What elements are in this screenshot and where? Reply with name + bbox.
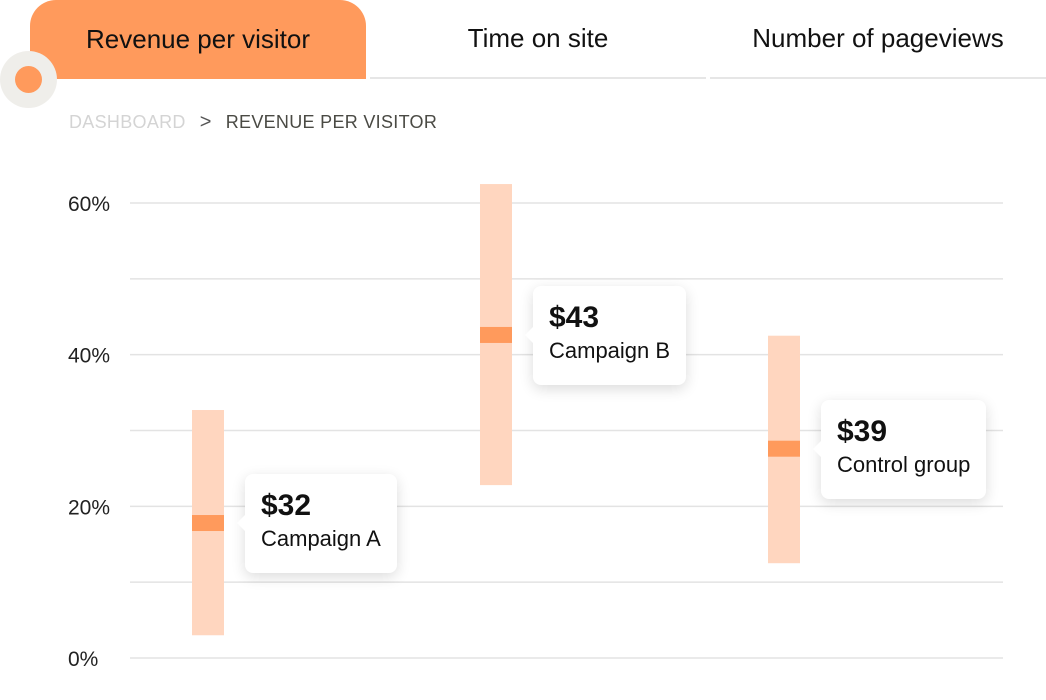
- tooltip-value: $32: [261, 489, 312, 523]
- tooltip-series-name: Campaign B: [549, 337, 671, 363]
- breadcrumb-current: REVENUE PER VISITOR: [225, 112, 438, 132]
- breadcrumb: DASHBOARD > REVENUE PER VISITOR: [69, 111, 437, 134]
- chevron-right-icon: >: [199, 111, 212, 133]
- y-tick-label: 60%: [68, 193, 110, 216]
- tooltip-series-name: Campaign A: [261, 526, 381, 552]
- breadcrumb-dashboard[interactable]: DASHBOARD: [69, 112, 186, 132]
- tooltip-series-name: Control group: [837, 451, 971, 477]
- median-marker: [480, 326, 512, 343]
- tooltip-value: $39: [837, 414, 888, 448]
- tab-revenue-per-visitor[interactable]: Revenue per visitor: [30, 0, 366, 79]
- value-tooltip: $39 Control group: [812, 399, 987, 499]
- status-dot-icon: [0, 51, 57, 108]
- median-marker: [192, 515, 224, 532]
- y-tick-label: 40%: [68, 345, 110, 368]
- tab-label: Revenue per visitor: [86, 24, 310, 54]
- y-tick-label: 0%: [68, 648, 98, 671]
- tooltip-value: $43: [549, 300, 600, 334]
- tab-label: Time on site: [467, 23, 609, 53]
- value-tooltip: $32 Campaign A: [237, 474, 397, 574]
- value-tooltip: $43 Campaign B: [524, 285, 687, 385]
- tab-number-of-pageviews[interactable]: Number of pageviews: [710, 0, 1046, 79]
- y-tick-label: 20%: [68, 496, 110, 519]
- median-marker: [768, 440, 800, 457]
- tab-label: Number of pageviews: [752, 23, 1004, 53]
- tab-time-on-site[interactable]: Time on site: [370, 0, 706, 79]
